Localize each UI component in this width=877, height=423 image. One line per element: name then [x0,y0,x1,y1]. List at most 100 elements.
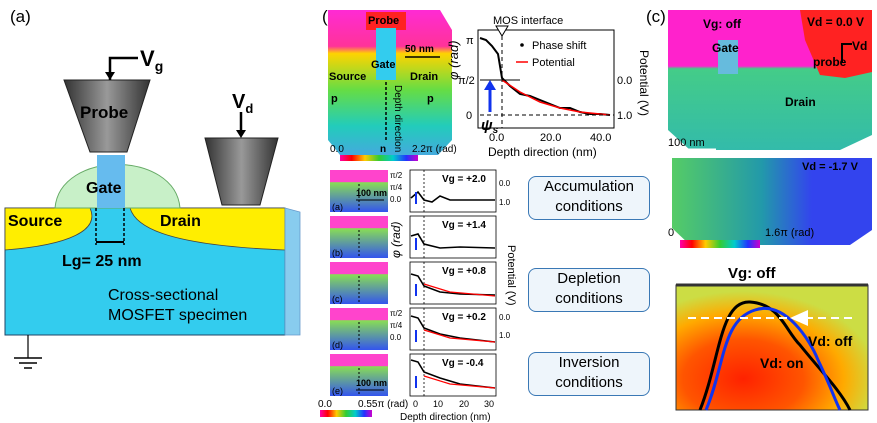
legend-potential-label: Potential [532,57,575,69]
y-tick-right-1: 1.0 [617,110,632,122]
y-label-left: φ (rad) [446,40,461,80]
c-vd-arrow-label: Vd [852,39,867,53]
colorbar-top-min: 0.0 [330,144,344,155]
psi-arrowhead-icon [484,80,496,90]
small-tick-right-1-top: 1.0 [499,198,511,207]
gate-label: Gate [86,180,122,197]
y-tick-0: 0 [466,110,472,122]
c-drain-label: Drain [785,95,816,109]
small-tick-pi4-d: π/4 [390,321,403,330]
small-tick-0-d: 0.0 [390,333,402,342]
c-colorbar-max: 1.6π (rad) [765,227,814,239]
condition-depletion-line1: Depletion [557,270,621,287]
condition-depletion: Depletion conditions [528,268,650,312]
c-zoom-vd-on: Vd: on [760,355,804,371]
drain-label: Drain [160,213,201,230]
small-potential-curve-2 [423,283,496,297]
c-zoom-vd-off: Vd: off [808,333,853,349]
condition-inversion-line1: Inversion [558,354,620,371]
vg-arrow-icon [105,72,115,80]
small-row-letter-1: (b) [332,248,343,258]
probe-cone [63,79,151,153]
small-phase-curve-0 [410,190,495,203]
panel-b-small-static: 0.0 0.55π (rad) Depth direction (nm) 0 1… [318,221,517,423]
c-zoom-arrow-icon [790,310,808,326]
c-vd-0-label: Vd = 0.0 V [807,15,864,29]
small-tick-pi2-top: π/2 [390,171,403,180]
small-row-letter-3: (d) [332,340,343,350]
panel-b-small: (a) 100 nm Vg = +2.0 (b) Vg = +1.4 (c) Vg = +0… [330,169,511,397]
specimen-line1: Cross-sectional [108,287,218,304]
c-on-boundary [704,306,842,411]
small-tick-right-0-top: 0.0 [499,179,511,188]
map-scale-label: 50 nm [405,44,434,55]
colorbar-top-max: 2.2π (rad) [412,144,457,155]
legend-phase-label: Phase shift [532,40,586,52]
small-row-letter-0: (a) [332,202,343,212]
c-vd-wire [841,43,852,62]
condition-accumulation: Accumulation conditions [528,176,650,220]
small-potential-curve-3 [423,329,496,343]
specimen-line2: MOSFET specimen [108,307,247,324]
vg-wire [108,56,138,80]
small-row-letter-4: (e) [332,386,343,396]
small-plot-frame-1 [409,215,497,259]
c-colorbar-min: 0 [668,227,674,239]
condition-inversion-line2: conditions [555,374,623,391]
c-gate-label: Gate [712,41,739,55]
vg-label: Vg [140,46,163,74]
small-vg-label-3: Vg = +0.2 [442,312,486,323]
colorbar-top [340,155,418,161]
condition-inversion: Inversion conditions [528,352,650,396]
y-tick-pi2: π/2 [458,75,475,87]
small-tick-0-top: 0.0 [390,195,402,204]
profile-plot-frame [477,29,615,129]
mos-arrow-icon [495,25,509,37]
x-label: Depth direction (nm) [488,145,597,159]
c-vd-neg-label: Vd = -1.7 V [802,161,859,173]
small-x-tick-0: 0 [413,399,418,409]
panel-a: (a) Vg Vd Probe Gate Source Drain Lg= 25… [4,7,301,369]
small-tick-pi2-d: π/2 [390,309,403,318]
panel-c-letter: (c) [646,7,666,26]
drain-region [129,207,286,251]
gate-area [376,28,396,80]
small-tick-right-1-d: 1.0 [499,331,511,340]
small-y-label-left: φ (rad) [389,221,403,258]
small-x-tick-10: 10 [433,399,443,409]
psi-label: ψs [481,117,499,136]
small-vg-label-1: Vg = +1.4 [442,220,486,231]
small-phase-curve-2 [410,273,496,296]
small-plot-frame-2 [409,261,497,305]
small-plot-frame-4 [409,353,497,397]
y-tick-right-0: 0.0 [617,75,632,87]
small-potential-curve-4 [423,375,496,389]
small-vg-label-2: Vg = +0.8 [442,266,486,277]
small-phase-curve-1 [410,233,496,249]
source-label: Source [8,213,62,230]
c-scale-label: 100 nm [668,137,705,149]
small-row-letter-2: (c) [332,294,343,304]
small-plot-frame-0 [409,169,497,213]
c-colorbar [680,240,760,248]
panel-c: (c) Vg: off Vd = 0.0 V Gate Vd probe Dra… [646,7,872,411]
phase-map [328,10,452,155]
gate-column [97,155,125,208]
panel-a-letter: (a) [10,7,31,26]
map-n-label: n [380,144,386,155]
small-vg-label-0: Vg = +2.0 [442,174,486,185]
lg-label: Lg= 25 nm [62,253,142,270]
small-phase-curve-3 [410,315,496,343]
x-tick-40: 40.0 [590,132,611,144]
x-tick-0: 0.0 [489,132,504,144]
condition-accumulation-line2: conditions [555,198,623,215]
map-gate-label: Gate [371,59,395,71]
small-y-label-right: Potential (V) [505,245,517,306]
c-vg-off-label: Vg: off [703,17,742,31]
c-probe-label: probe [813,55,847,69]
colorbar-small-min: 0.0 [318,399,332,410]
c-zoom-vg-off: Vg: off [728,265,776,282]
y-label-right: Potential (V) [637,50,651,116]
specimen-edge [284,207,301,336]
probe-label: Probe [80,103,128,122]
